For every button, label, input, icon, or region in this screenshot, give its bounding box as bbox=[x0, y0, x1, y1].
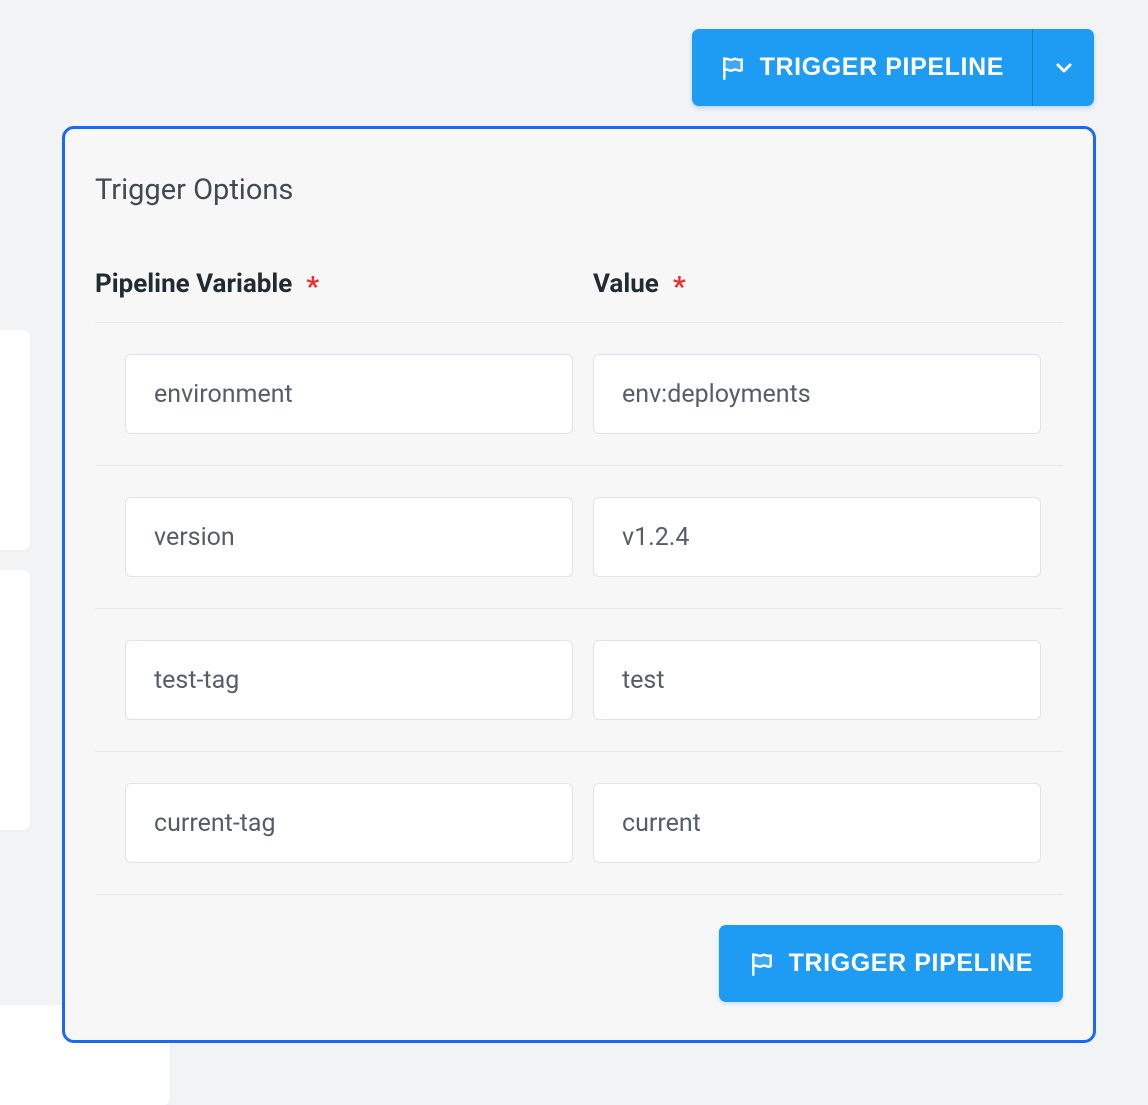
variable-value-input[interactable] bbox=[593, 783, 1041, 863]
variables-header-row: Pipeline Variable * Value * bbox=[95, 267, 1063, 323]
trigger-pipeline-dropdown-button[interactable] bbox=[1032, 29, 1094, 106]
background-card bbox=[0, 570, 30, 830]
trigger-pipeline-submit-label: TRIGGER PIPELINE bbox=[789, 949, 1033, 978]
flag-icon bbox=[720, 55, 746, 81]
variable-name-input[interactable] bbox=[125, 640, 573, 720]
required-asterisk: * bbox=[306, 270, 319, 303]
variable-value-input[interactable] bbox=[593, 354, 1041, 434]
chevron-down-icon bbox=[1052, 56, 1076, 80]
trigger-pipeline-button[interactable]: TRIGGER PIPELINE bbox=[692, 29, 1032, 106]
variable-name-input[interactable] bbox=[125, 497, 573, 577]
variable-row bbox=[95, 323, 1063, 466]
trigger-pipeline-submit-button[interactable]: TRIGGER PIPELINE bbox=[719, 925, 1063, 1002]
column-header-value-label: Value bbox=[593, 269, 659, 299]
column-header-value: Value * bbox=[593, 267, 1063, 300]
trigger-pipeline-split-button: TRIGGER PIPELINE bbox=[692, 29, 1094, 106]
column-header-variable: Pipeline Variable * bbox=[95, 267, 593, 300]
panel-footer: TRIGGER PIPELINE bbox=[95, 895, 1063, 1002]
column-header-variable-label: Pipeline Variable bbox=[95, 269, 292, 299]
variable-name-input[interactable] bbox=[125, 354, 573, 434]
background-card bbox=[0, 330, 30, 550]
required-asterisk: * bbox=[673, 270, 686, 303]
trigger-pipeline-button-label: TRIGGER PIPELINE bbox=[760, 53, 1004, 82]
flag-icon bbox=[749, 951, 775, 977]
panel-title: Trigger Options bbox=[95, 173, 1063, 207]
variable-row bbox=[95, 466, 1063, 609]
variable-value-input[interactable] bbox=[593, 497, 1041, 577]
variable-name-input[interactable] bbox=[125, 783, 573, 863]
variable-row bbox=[95, 752, 1063, 895]
variable-value-input[interactable] bbox=[593, 640, 1041, 720]
variable-row bbox=[95, 609, 1063, 752]
trigger-options-panel: Trigger Options Pipeline Variable * Valu… bbox=[62, 126, 1096, 1043]
